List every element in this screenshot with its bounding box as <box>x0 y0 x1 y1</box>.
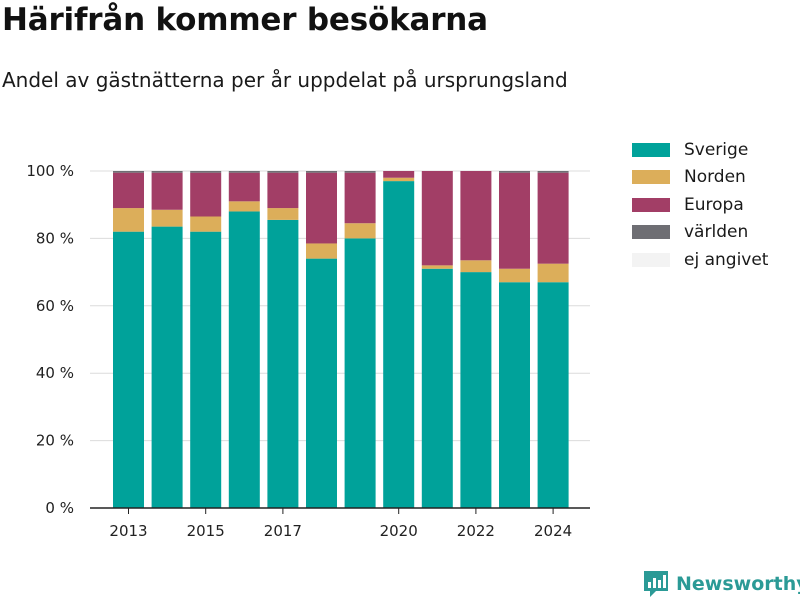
bar-segment <box>228 201 260 212</box>
legend-label: ej angivet <box>684 249 769 270</box>
legend-swatch <box>632 170 670 185</box>
bar-segment <box>421 265 453 269</box>
bar-segment <box>113 208 144 232</box>
bar-segment <box>537 172 569 264</box>
y-tick-label: 80 % <box>36 229 74 247</box>
bar-segment <box>344 223 376 239</box>
bar-segment <box>421 268 453 508</box>
bar-segment <box>344 238 376 508</box>
legend-item: Sverige <box>632 136 768 164</box>
x-tick-label: 2015 <box>187 522 225 540</box>
bar-segment <box>151 209 183 227</box>
bar-segment <box>499 171 530 173</box>
bar-segment <box>537 263 569 283</box>
legend-label: Norden <box>684 167 746 188</box>
y-tick-label: 100 % <box>26 162 74 180</box>
legend-item: Europa <box>632 191 768 219</box>
x-tick-label: 2020 <box>380 522 418 540</box>
bar-segment <box>151 226 183 509</box>
bar-segment <box>228 211 260 508</box>
bar-segment <box>421 171 453 266</box>
legend-item: Norden <box>632 164 768 192</box>
bar-segment <box>460 272 492 508</box>
bar-segment <box>190 171 222 173</box>
bar-segment <box>537 171 569 173</box>
bar-segment <box>190 231 222 508</box>
bar-segment <box>344 172 376 224</box>
legend-label: Europa <box>684 194 744 215</box>
bar-segment <box>151 171 183 173</box>
bar-segment <box>267 172 299 209</box>
newsworthy-logo-icon <box>644 571 668 597</box>
bar-segment <box>460 171 492 261</box>
bar-segment <box>306 243 337 259</box>
brand-label: Newsworthy <box>676 573 800 595</box>
bar-segment <box>499 268 530 283</box>
bar-segment <box>383 181 415 509</box>
chart-title: Härifrån kommer besökarna <box>2 2 488 38</box>
bar-segment <box>383 177 415 182</box>
legend-label: världen <box>684 222 749 243</box>
bar-segment <box>499 282 530 508</box>
legend-swatch <box>632 197 670 212</box>
chart-subtitle: Andel av gästnätterna per år uppdelat på… <box>2 68 568 92</box>
legend-item: ej angivet <box>632 246 768 274</box>
x-tick-label: 2024 <box>534 522 572 540</box>
bar-segment <box>151 172 183 210</box>
brand: Newsworthy <box>643 570 800 598</box>
bar-segment <box>306 171 337 173</box>
bar-segment <box>113 172 144 209</box>
bar-segment <box>460 260 492 273</box>
x-tick-label: 2013 <box>109 522 147 540</box>
bar-segment <box>499 172 530 269</box>
bar-segment <box>228 172 260 202</box>
stacked-bar-chart: 0 % 20 % 40 % 60 % 80 % 100 % 2013 2015 2017 2020… <box>26 162 590 540</box>
legend-swatch <box>632 252 670 267</box>
bar-segment <box>267 171 299 173</box>
bar-segment <box>344 171 376 173</box>
x-tick-label: 2017 <box>264 522 302 540</box>
legend-swatch <box>632 142 670 157</box>
bar-segment <box>113 231 144 508</box>
y-tick-label: 20 % <box>36 432 74 450</box>
y-tick-label: 60 % <box>36 297 74 315</box>
y-tick-label: 40 % <box>36 364 74 382</box>
legend-swatch <box>632 225 670 240</box>
bar-segment <box>190 172 222 217</box>
bar-segment <box>537 282 569 508</box>
bar-segment <box>267 219 299 509</box>
bar-segment <box>228 171 260 173</box>
bar-segment <box>306 258 337 508</box>
legend-label: Sverige <box>684 139 749 160</box>
bar-segment <box>306 172 337 244</box>
bar-segment <box>383 171 415 178</box>
legend: Sverige Norden Europa världen ej angivet <box>632 136 768 274</box>
y-tick-label: 0 % <box>45 499 74 517</box>
bar-segment <box>113 171 144 173</box>
bar-segment <box>267 208 299 220</box>
legend-item: världen <box>632 219 768 247</box>
x-tick-label: 2022 <box>457 522 495 540</box>
bar-segment <box>190 216 222 232</box>
